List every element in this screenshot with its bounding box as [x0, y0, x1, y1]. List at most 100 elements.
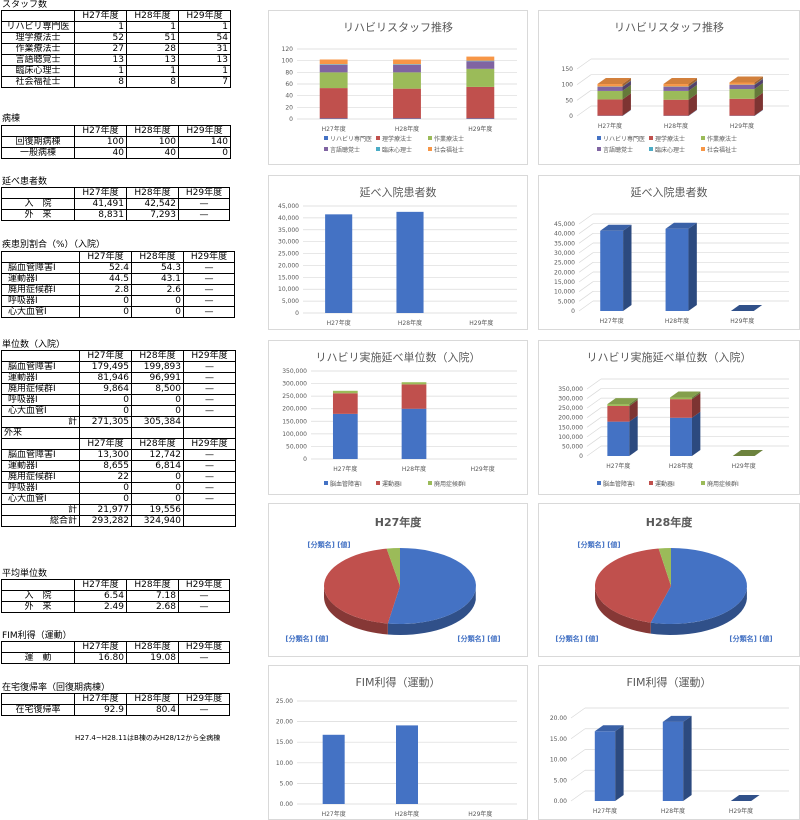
- gridline-depth: [570, 769, 586, 781]
- row-value: —: [183, 295, 235, 307]
- outpatient-label-row: 外来: [1, 427, 236, 439]
- y-tick-label: 45,000: [554, 221, 575, 228]
- bar-top: [600, 224, 632, 231]
- x-tick-label: H29年度: [730, 317, 754, 325]
- row-label: 呼吸器Ⅰ: [1, 295, 80, 307]
- row-value: 0: [131, 493, 184, 505]
- row-value: 140: [178, 136, 231, 148]
- row-value: 96,991: [131, 372, 184, 384]
- year-header: H29年度: [178, 125, 231, 137]
- pie-data-label: [分類名] [値]: [729, 634, 772, 643]
- row-value: —: [183, 284, 235, 296]
- chart-panel-pie-h28: H28年度 [分類名] [値] [分類名] [値] [分類名] [値]: [538, 503, 800, 657]
- gridline-depth: [586, 417, 602, 428]
- row-value: —: [183, 262, 235, 274]
- legend-label: 運動器Ⅰ: [382, 480, 402, 488]
- row-value: —: [183, 306, 235, 318]
- row-label: 運動器Ⅰ: [1, 460, 80, 472]
- total-value: 305,384: [131, 416, 184, 428]
- row-label: 社会福祉士: [1, 76, 75, 88]
- chart-title: リハビリスタッフ推移: [614, 20, 724, 34]
- y-tick-label: 40,000: [278, 215, 299, 222]
- pie-data-label: [分類名] [値]: [285, 634, 328, 643]
- table-row: 一般病棟 40 40 0: [1, 147, 231, 159]
- table-row: 言語聴覚士 13 13 13: [1, 54, 231, 66]
- header-row: H27年度 H28年度 H29年度: [1, 187, 230, 199]
- table-row: 在宅復帰率 92.9 80.4—: [1, 704, 230, 716]
- pie-data-label: [分類名] [値]: [555, 634, 598, 643]
- y-tick-label: 200,000: [282, 406, 307, 413]
- pie-data-label: [分類名] [値]: [307, 540, 350, 549]
- header-row: H27年度 H28年度 H29年度: [1, 125, 231, 137]
- row-value: 8,500: [131, 383, 184, 395]
- row-label: 廃用症候群Ⅰ: [1, 383, 80, 395]
- bar-segment: [319, 59, 348, 65]
- ward-section-title: 病棟: [2, 114, 21, 124]
- pie-chart-h27: H27年度 [分類名] [値] [分類名] [値] [分類名] [値]: [285, 515, 500, 643]
- y-tick-label: 20.00: [276, 719, 293, 726]
- y-tick-label: 5,000: [282, 298, 299, 305]
- y-tick-label: 150,000: [558, 424, 583, 431]
- patients-section-title: 延べ患者数: [2, 177, 48, 187]
- bar-segment: [729, 82, 755, 85]
- bar-top: [594, 725, 624, 732]
- bar-side: [691, 393, 701, 418]
- table-row: 外 来 2.49 2.68—: [1, 601, 230, 613]
- y-tick-label: 300,000: [558, 396, 583, 403]
- row-value: 2.68: [126, 601, 179, 613]
- chart-title: リハビリ実施延べ単位数（入院）: [587, 350, 752, 364]
- row-label: 入 院: [1, 198, 75, 210]
- y-tick-label: 250,000: [558, 405, 583, 412]
- legend-swatch: [597, 147, 601, 151]
- bar-segment: [466, 118, 495, 119]
- header-blank: [1, 438, 80, 450]
- bar-segment: [396, 725, 418, 804]
- bar-side: [622, 80, 631, 87]
- row-value: 0: [131, 471, 184, 483]
- row-label: 心大血管Ⅰ: [1, 405, 80, 417]
- row-label: 回復期病棟: [1, 136, 75, 148]
- row-label: 廃用症候群Ⅰ: [1, 471, 80, 483]
- fim-chart-2d: FIM利得（運動） 0.00 5.00 10.00 15.00 20.00 25.00 H27…: [276, 675, 517, 818]
- y-tick-label: 50,000: [286, 443, 307, 450]
- y-tick-label: 10.00: [276, 760, 293, 767]
- x-tick-label: H29年度: [471, 465, 495, 473]
- legend-swatch: [597, 481, 601, 485]
- x-tick-label: H29年度: [732, 462, 756, 470]
- legend-swatch: [324, 136, 328, 140]
- bar-segment: [325, 214, 353, 313]
- row-value: 0: [131, 394, 184, 406]
- bar-side: [754, 83, 763, 99]
- bar-segment: [393, 64, 421, 73]
- y-tick-label: 25,000: [554, 260, 575, 267]
- chart-title: FIM利得（運動）: [626, 675, 711, 689]
- row-value: 22: [79, 471, 132, 483]
- y-tick-label: 5.00: [554, 777, 568, 784]
- x-tick-label: H28年度: [661, 807, 685, 815]
- bar-segment: [663, 99, 689, 116]
- row-value: 13: [74, 54, 127, 66]
- bar-side: [688, 84, 697, 100]
- gridline-depth: [578, 252, 594, 263]
- y-tick-label: 5,000: [558, 298, 575, 305]
- legend-label: 言語聴覚士: [603, 146, 633, 154]
- total-row: 総合計 293,282 324,940: [1, 515, 236, 527]
- bar-segment: [466, 61, 495, 69]
- y-tick-label: 0: [569, 113, 573, 120]
- bar-side: [622, 84, 631, 100]
- table-row: 呼吸器Ⅰ 0 0—: [1, 295, 235, 307]
- x-tick-label: H27年度: [593, 807, 617, 815]
- row-value: —: [178, 704, 230, 716]
- row-value: —: [183, 405, 236, 417]
- year-header: H28年度: [131, 350, 184, 362]
- row-label: リハビリ専門医: [1, 21, 75, 33]
- x-tick-label: H27年度: [600, 317, 624, 325]
- table-row: リハビリ専門医 1 1 1: [1, 21, 231, 33]
- y-tick-label: 0: [289, 116, 293, 123]
- row-value: 52.4: [79, 262, 132, 274]
- x-tick-label: H27年度: [327, 319, 351, 327]
- pie-slice-side: [324, 586, 388, 635]
- legend-swatch: [428, 481, 432, 485]
- year-header: H27年度: [79, 251, 132, 263]
- bar-segment: [319, 118, 348, 119]
